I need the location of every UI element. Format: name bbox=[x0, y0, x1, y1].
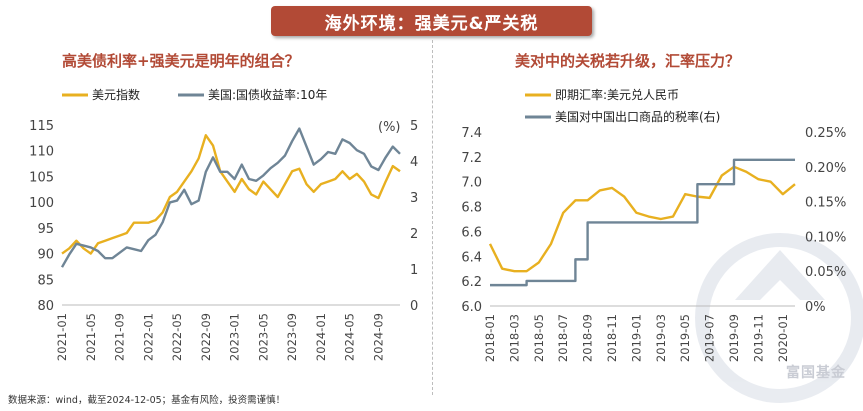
y-left-tick-label: 100 bbox=[29, 196, 54, 211]
x-tick-label: 2018-11 bbox=[605, 314, 619, 362]
legend-label-usd-index: 美元指数 bbox=[92, 87, 140, 102]
x-tick-label: 2024-09 bbox=[371, 313, 385, 361]
watermark-text: 富国基金 bbox=[786, 365, 846, 381]
right-chart-title: 美对中的关税若升级，汇率压力？ bbox=[515, 52, 741, 70]
series-line-secondary bbox=[490, 158, 795, 287]
y-right-tick-label: 5 bbox=[410, 119, 418, 134]
y-right-tick-label: 1 bbox=[410, 263, 418, 278]
y-left-tick-label: 6.0 bbox=[461, 300, 482, 315]
y-right-tick-label: 3 bbox=[410, 191, 418, 206]
x-tick-label: 2018-03 bbox=[507, 314, 521, 362]
x-tick-label: 2021-09 bbox=[113, 313, 127, 361]
section-banner: 海外环境：强美元&严关税 bbox=[271, 6, 592, 36]
x-tick-label: 2023-09 bbox=[285, 313, 299, 361]
y-right-tick-label: 2 bbox=[410, 227, 418, 242]
legend-label-tariff-rate: 美国对中国出口商品的税率(右) bbox=[555, 109, 720, 124]
left-right-axis-unit: (%) bbox=[378, 120, 401, 135]
banner-title: 海外环境：强美元&严关税 bbox=[324, 13, 539, 34]
y-left-tick-label: 90 bbox=[37, 248, 54, 263]
right-chart-plot: 6.0 6.2 6.4 6.6 6.8 7.0 7.2 7.4 0% 0.05% 0.10% 0.15… bbox=[461, 126, 846, 362]
x-tick-label: 2022-09 bbox=[199, 313, 213, 361]
y-left-tick-label: 110 bbox=[29, 145, 54, 160]
y-left-tick-label: 7.0 bbox=[461, 176, 482, 191]
y-right-tick-label: 0% bbox=[805, 300, 826, 315]
x-tick-label: 2018-01 bbox=[483, 314, 497, 362]
y-right-tick-label: 0.05% bbox=[805, 265, 846, 280]
series-line-primary bbox=[488, 165, 796, 273]
watermark-logo-icon bbox=[695, 233, 863, 403]
y-left-tick-label: 105 bbox=[29, 170, 54, 185]
x-tick-label: 2019-11 bbox=[751, 314, 765, 362]
x-tick-label: 2023-05 bbox=[256, 313, 270, 361]
y-left-tick-label: 80 bbox=[37, 299, 54, 314]
y-left-tick-label: 7.2 bbox=[461, 151, 482, 166]
x-tick-label: 2018-09 bbox=[581, 314, 595, 362]
x-tick-label: 2024-05 bbox=[343, 313, 357, 361]
y-right-tick-label: 4 bbox=[410, 155, 418, 170]
x-tick-label: 2019-09 bbox=[727, 314, 741, 362]
x-tick-label: 2019-07 bbox=[703, 314, 717, 362]
y-left-tick-label: 85 bbox=[37, 273, 54, 288]
y-left-tick-label: 6.4 bbox=[461, 250, 482, 265]
x-tick-label: 2019-05 bbox=[678, 314, 692, 362]
x-tick-label: 2021-05 bbox=[84, 313, 98, 361]
x-tick-label: 2022-05 bbox=[170, 313, 184, 361]
footer-source: 数据来源：wind，截至2024-12-05；基金有风险，投资需谨慎！ bbox=[8, 395, 286, 406]
x-tick-label: 2018-05 bbox=[532, 314, 546, 362]
y-left-tick-label: 95 bbox=[37, 222, 54, 237]
left-legend: 美元指数 美国:国债收益率:10年 bbox=[62, 87, 327, 102]
y-left-tick-label: 115 bbox=[29, 119, 54, 134]
y-left-tick-label: 6.2 bbox=[461, 275, 482, 290]
series-line-secondary bbox=[60, 127, 401, 268]
x-tick-label: 2021-01 bbox=[55, 313, 69, 361]
y-left-tick-label: 6.8 bbox=[461, 201, 482, 216]
y-right-tick-label: 0 bbox=[410, 299, 418, 314]
x-tick-label: 2020-01 bbox=[776, 314, 790, 362]
y-right-tick-label: 0.10% bbox=[805, 230, 846, 245]
x-tick-label: 2022-01 bbox=[141, 313, 155, 361]
y-left-tick-label: 7.4 bbox=[461, 126, 482, 141]
right-legend: 即期汇率:美元兑人民币 美国对中国出口商品的税率(右) bbox=[525, 87, 720, 124]
y-right-tick-label: 0.20% bbox=[805, 161, 846, 176]
left-chart-plot: 80 85 90 95 100 105 110 115 0 1 2 3 4 5 2021-01 2021-05… bbox=[29, 119, 418, 361]
x-tick-label: 2019-01 bbox=[629, 314, 643, 362]
x-tick-label: 2018-07 bbox=[556, 314, 570, 362]
left-chart-title: 高美债利率+强美元是明年的组合？ bbox=[62, 52, 300, 70]
y-right-tick-label: 0.25% bbox=[805, 126, 846, 141]
panel-divider bbox=[432, 40, 433, 395]
x-tick-label: 2023-01 bbox=[228, 313, 242, 361]
legend-label-treasury-10y: 美国:国债收益率:10年 bbox=[208, 87, 327, 102]
y-left-tick-label: 6.6 bbox=[461, 225, 482, 240]
x-tick-label: 2019-03 bbox=[654, 314, 668, 362]
x-tick-label: 2024-01 bbox=[314, 313, 328, 361]
series-line-primary bbox=[61, 134, 401, 255]
legend-label-usdcny: 即期汇率:美元兑人民币 bbox=[555, 87, 679, 102]
y-right-tick-label: 0.15% bbox=[805, 196, 846, 211]
